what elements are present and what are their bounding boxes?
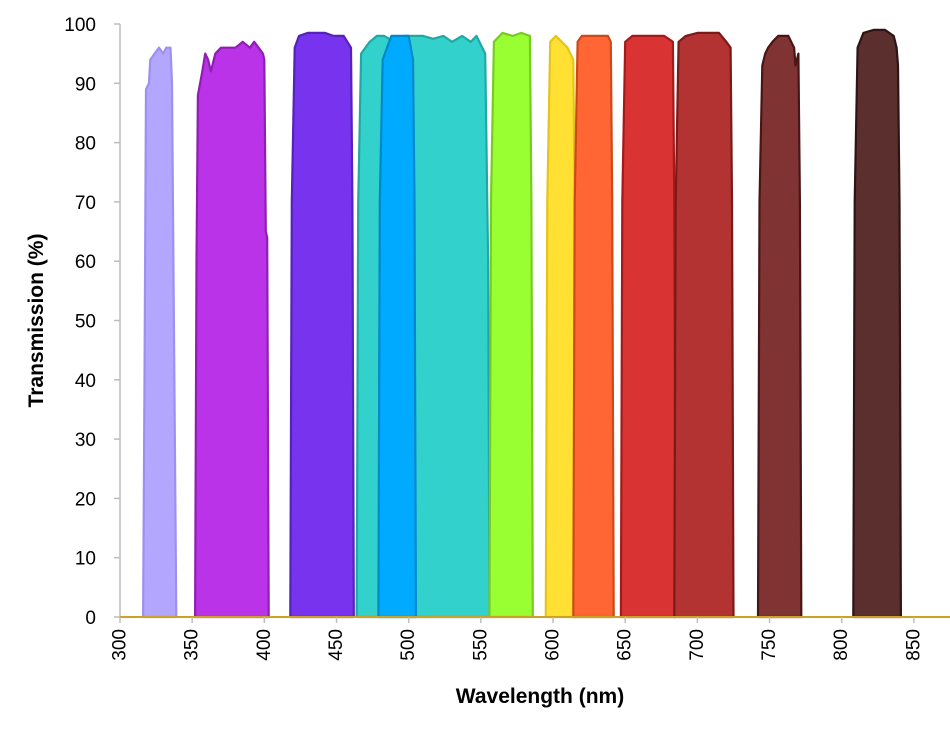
y-tick-label: 80 — [75, 134, 96, 155]
y-tick-label: 100 — [64, 15, 96, 36]
x-tick-label: 800 — [831, 629, 852, 661]
x-tick-label: 300 — [110, 629, 131, 661]
y-axis-title: Transmission (%) — [25, 234, 48, 408]
x-tick-label: 750 — [759, 629, 780, 661]
y-tick-label: 0 — [85, 608, 96, 629]
band-5 — [377, 34, 417, 619]
y-tick-label: 50 — [75, 312, 96, 333]
y-axis-ticks: 0 10 20 30 40 50 60 70 80 90 100 — [64, 15, 120, 629]
y-tick-label: 90 — [75, 74, 96, 95]
x-tick-label: 550 — [470, 629, 491, 661]
band-4 — [355, 34, 491, 619]
x-tick-label: 700 — [687, 629, 708, 661]
band-12 — [852, 28, 902, 619]
band-1 — [142, 46, 178, 619]
x-tick-label: 500 — [398, 629, 419, 661]
x-axis-ticks: 300 350 400 450 500 550 600 650 700 750 800 850 — [110, 617, 924, 661]
x-tick-label: 400 — [254, 629, 275, 661]
y-tick-label: 20 — [75, 489, 96, 510]
y-tick-label: 30 — [75, 430, 96, 451]
transmission-bands — [142, 28, 902, 619]
band-2 — [194, 40, 270, 619]
x-tick-label: 600 — [543, 629, 564, 661]
band-6 — [488, 31, 534, 619]
band-3 — [289, 31, 355, 619]
axes: 0 10 20 30 40 50 60 70 80 90 100 300 350 400 450 500 55… — [64, 15, 950, 661]
x-tick-label: 450 — [326, 629, 347, 661]
x-tick-label: 350 — [182, 629, 203, 661]
band-7 — [544, 34, 578, 619]
band-8 — [572, 34, 615, 619]
y-tick-label: 70 — [75, 193, 96, 214]
band-11 — [756, 34, 803, 619]
y-tick-label: 40 — [75, 371, 96, 392]
band-10 — [673, 31, 735, 619]
x-tick-label: 650 — [615, 629, 636, 661]
y-tick-label: 10 — [75, 549, 96, 570]
x-tick-label: 850 — [903, 629, 924, 661]
x-axis-title: Wavelength (nm) — [456, 685, 624, 708]
y-tick-label: 60 — [75, 252, 96, 273]
band-9 — [619, 34, 677, 619]
